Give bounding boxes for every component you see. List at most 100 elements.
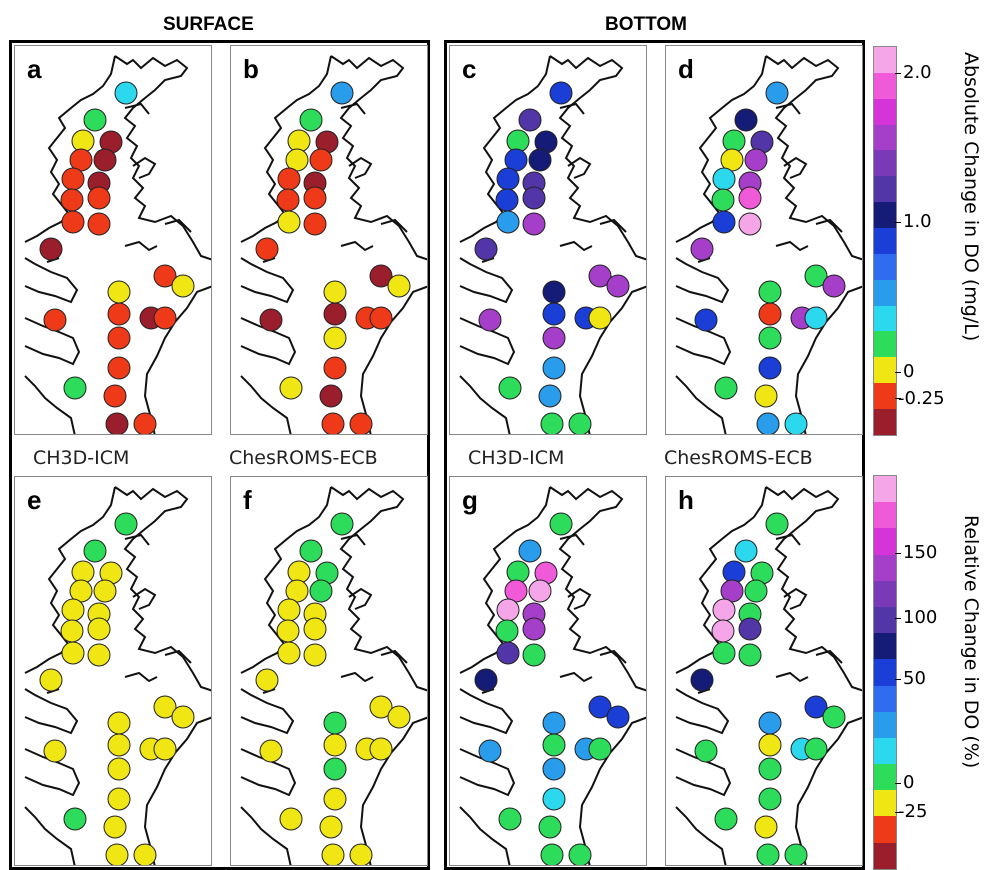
colorbar-segment: [874, 633, 896, 660]
station-marker: [107, 302, 131, 326]
station-marker: [496, 210, 520, 234]
station-marker: [103, 815, 127, 839]
station-marker: [540, 412, 564, 434]
station-marker: [758, 787, 782, 811]
station-marker: [711, 619, 735, 643]
station-marker: [43, 308, 67, 332]
cbar-rel-tick-150: 150: [903, 542, 938, 563]
station-marker: [498, 376, 522, 400]
station-marker: [259, 739, 283, 763]
station-marker: [478, 308, 502, 332]
tributary: [481, 533, 627, 694]
station-marker: [822, 274, 846, 298]
station-marker: [319, 384, 343, 408]
station-marker: [690, 237, 714, 261]
heading-surface: SURFACE: [163, 14, 254, 35]
station-marker: [114, 512, 138, 536]
cbar-abs-tick-0: 0: [903, 361, 915, 382]
station-marker: [133, 412, 157, 434]
station-marker: [804, 264, 828, 288]
station-marker: [756, 843, 780, 865]
station-marker: [171, 274, 195, 298]
coastline: [459, 486, 646, 865]
panel-letter-c: c: [462, 54, 477, 84]
station-marker: [39, 237, 63, 261]
station-marker: [758, 757, 782, 781]
station-marker: [277, 598, 301, 622]
station-marker: [712, 598, 736, 622]
station-marker: [588, 695, 612, 719]
colorbar-segment: [874, 606, 896, 634]
station-marker: [387, 274, 411, 298]
station-marker: [255, 668, 279, 692]
station-marker: [369, 695, 393, 719]
station-marker: [542, 280, 566, 304]
station-marker: [330, 81, 354, 105]
station-marker: [474, 237, 498, 261]
station-marker: [804, 306, 828, 330]
colorbar-absolute: [873, 46, 897, 436]
station-marker: [321, 843, 345, 865]
cbar-rel-tick-0: 0: [903, 772, 915, 793]
station-marker: [738, 643, 762, 667]
coastline-map: [240, 55, 427, 434]
tributary: [262, 102, 408, 263]
coastline: [675, 55, 862, 434]
station-marker: [765, 81, 789, 105]
map-panel-d: d: [665, 45, 863, 435]
station-marker: [712, 210, 736, 234]
station-marker: [478, 739, 502, 763]
station-marker: [60, 619, 84, 643]
station-marker: [107, 356, 131, 380]
colorbar-segment: [874, 476, 896, 503]
colorbar-segment: [874, 502, 896, 529]
station-marker: [522, 186, 546, 210]
tributary: [262, 533, 408, 694]
station-marker: [277, 167, 301, 191]
station-marker: [330, 512, 354, 536]
station-marker: [528, 148, 552, 172]
colorbar-segment: [874, 580, 896, 607]
station-marker: [93, 579, 117, 603]
colorbar-segment: [874, 47, 896, 73]
coastline: [24, 486, 211, 865]
map-panel-c: c: [449, 45, 647, 435]
cbar-abs-tickmark: [895, 222, 901, 223]
station-marker: [369, 737, 393, 761]
station-marker: [61, 598, 85, 622]
tributary: [46, 533, 192, 694]
cbar-abs-tick-1: 1.0: [903, 211, 932, 232]
station-marker: [495, 619, 519, 643]
panel-letter-f: f: [243, 485, 252, 515]
cbar-rel-tickmark: [895, 618, 901, 619]
station-marker: [784, 412, 808, 434]
panel-letter-d: d: [678, 54, 694, 84]
station-marker: [255, 237, 279, 261]
station-marker: [734, 108, 758, 132]
station-marker: [549, 512, 573, 536]
station-marker: [303, 643, 327, 667]
coastline-map: [24, 55, 211, 434]
station-marker: [522, 643, 546, 667]
colorbar-relative: [873, 475, 897, 870]
colorbar-segment: [874, 659, 896, 686]
station-marker: [309, 579, 333, 603]
coastline: [459, 55, 646, 434]
station-marker: [542, 733, 566, 757]
station-marker: [738, 617, 762, 641]
station-marker: [61, 167, 85, 191]
cbar-abs-tickmark: [895, 398, 901, 399]
map-panel-a: a: [14, 45, 212, 435]
station-marker: [744, 148, 768, 172]
colorbar-segment: [874, 528, 896, 555]
station-marker: [542, 356, 566, 380]
panel-letter-e: e: [27, 485, 42, 515]
map-panel-e: e: [14, 476, 212, 866]
station-marker: [323, 356, 347, 380]
station-marker: [276, 188, 300, 212]
station-marker: [276, 619, 300, 643]
colorbar-segment: [874, 98, 896, 125]
station-marker: [712, 641, 736, 665]
cbar-rel-tick-neg: -25: [898, 801, 928, 822]
coastline-map: [675, 486, 862, 865]
